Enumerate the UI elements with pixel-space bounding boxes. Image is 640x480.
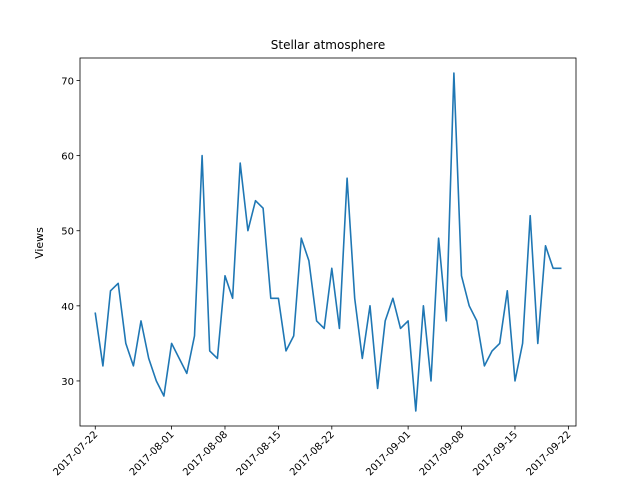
chart-title: Stellar atmosphere xyxy=(271,38,385,52)
y-axis: 30 40 50 60 70 xyxy=(61,77,80,388)
y-tick-label: 60 xyxy=(61,152,74,163)
y-tick-label: 40 xyxy=(61,302,74,313)
series-layer xyxy=(94,72,562,412)
y-tick-label: 50 xyxy=(61,227,74,238)
series-line xyxy=(94,72,562,412)
plot-area-frame xyxy=(79,57,577,427)
y-axis-label: Views xyxy=(33,227,46,259)
y-tick-label: 70 xyxy=(61,77,74,88)
y-tick-label: 30 xyxy=(61,377,74,388)
